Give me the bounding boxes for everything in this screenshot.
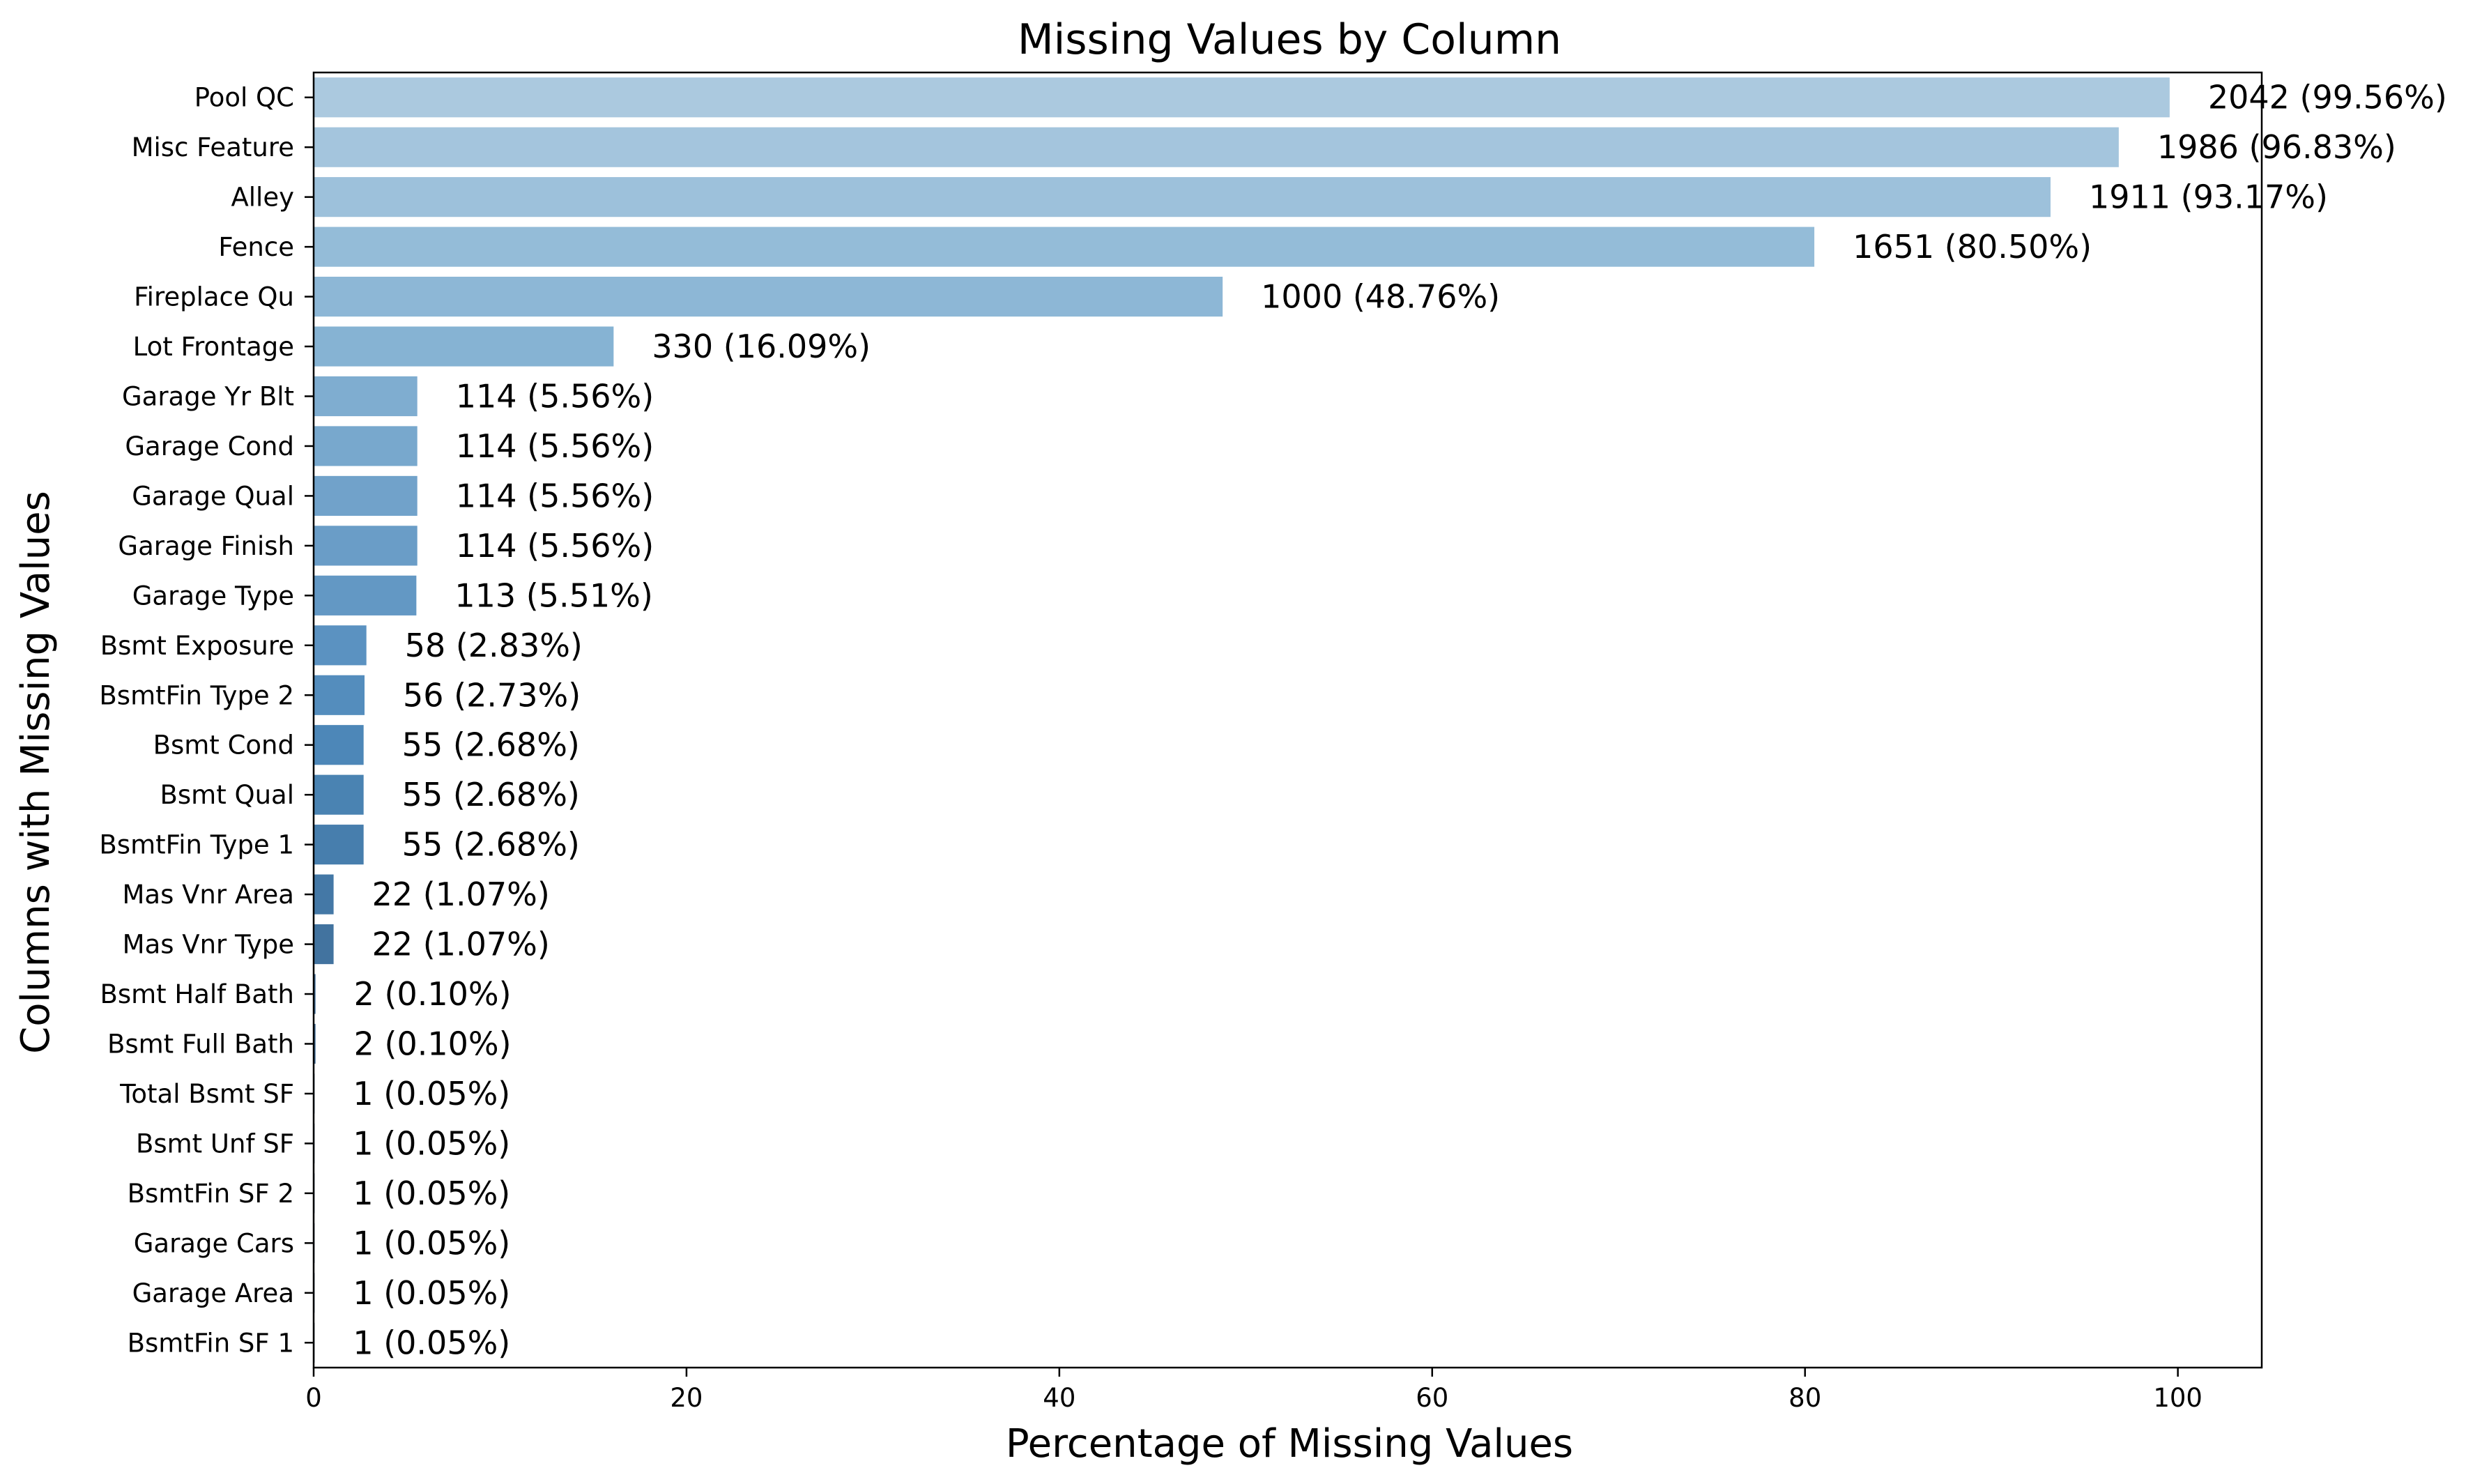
bar-12 <box>314 675 365 715</box>
y-tick-label-14: Bsmt Qual <box>160 780 295 810</box>
data-label-14: 55 (2.68%) <box>402 776 580 813</box>
data-label-24: 1 (0.05%) <box>353 1274 510 1312</box>
data-label-10: 113 (5.51%) <box>454 576 652 614</box>
y-tick-label-8: Garage Qual <box>132 481 294 511</box>
data-label-0: 2042 (99.56%) <box>2208 79 2447 116</box>
y-tick-label-1: Misc Feature <box>132 132 294 162</box>
bar-9 <box>314 526 418 566</box>
bar-19 <box>314 1023 316 1064</box>
x-tick-label-4: 80 <box>1788 1383 1821 1413</box>
bar-2 <box>314 177 2051 217</box>
data-label-25: 1 (0.05%) <box>353 1324 510 1361</box>
y-tick-label-4: Fireplace Qu <box>134 282 294 312</box>
bar-15 <box>314 825 364 865</box>
y-tick-label-22: BsmtFin SF 2 <box>128 1179 294 1209</box>
y-tick-label-12: BsmtFin Type 2 <box>99 680 294 710</box>
bar-17 <box>314 924 334 965</box>
chart-title: Missing Values by Column <box>1018 15 1561 64</box>
data-label-5: 330 (16.09%) <box>652 328 871 365</box>
data-label-3: 1651 (80.50%) <box>1853 228 2092 266</box>
data-label-18: 2 (0.10%) <box>354 975 512 1013</box>
bar-11 <box>314 625 367 666</box>
y-tick-label-6: Garage Yr Blt <box>122 382 294 412</box>
bar-4 <box>314 276 1223 317</box>
data-label-19: 2 (0.10%) <box>354 1025 512 1063</box>
x-tick-label-5: 100 <box>2153 1383 2203 1413</box>
y-tick-label-2: Alley <box>231 183 294 213</box>
y-tick-label-20: Total Bsmt SF <box>119 1079 294 1109</box>
data-label-4: 1000 (48.76%) <box>1261 278 1500 316</box>
data-label-23: 1 (0.05%) <box>353 1224 510 1262</box>
y-tick-label-15: BsmtFin Type 1 <box>99 830 294 860</box>
x-axis-label: Percentage of Missing Values <box>1006 1421 1573 1467</box>
y-tick-label-9: Garage Finish <box>118 531 294 561</box>
x-tick-label-0: 0 <box>305 1383 322 1413</box>
data-label-17: 22 (1.07%) <box>372 926 550 963</box>
y-tick-label-25: BsmtFin SF 1 <box>128 1328 294 1358</box>
data-label-22: 1 (0.05%) <box>353 1175 510 1212</box>
bar-5 <box>314 326 614 367</box>
bar-7 <box>314 426 418 466</box>
y-tick-label-5: Lot Frontage <box>133 332 294 362</box>
y-tick-label-7: Garage Cond <box>125 431 294 461</box>
y-tick-label-17: Mas Vnr Type <box>123 930 294 960</box>
y-tick-label-18: Bsmt Half Bath <box>100 979 294 1009</box>
y-tick-label-16: Mas Vnr Area <box>122 880 294 910</box>
x-tick-label-3: 60 <box>1416 1383 1448 1413</box>
data-label-15: 55 (2.68%) <box>402 826 580 864</box>
data-label-11: 58 (2.83%) <box>405 627 583 664</box>
data-label-1: 1986 (96.83%) <box>2157 128 2396 166</box>
data-label-12: 56 (2.73%) <box>403 676 581 714</box>
y-axis: Pool QC Misc Feature Alley Fence Fireplace Q… <box>99 83 314 1358</box>
data-label-7: 114 (5.56%) <box>456 427 654 465</box>
bar-16 <box>314 874 334 915</box>
bar-3 <box>314 227 1815 267</box>
y-tick-label-11: Bsmt Exposure <box>100 631 294 661</box>
x-tick-label-1: 20 <box>670 1383 703 1413</box>
bar-0 <box>314 77 2170 118</box>
y-tick-label-3: Fence <box>218 232 294 262</box>
data-label-21: 1 (0.05%) <box>353 1124 510 1162</box>
bar-13 <box>314 725 364 765</box>
x-tick-label-2: 40 <box>1043 1383 1075 1413</box>
bars-layer <box>314 77 2170 1363</box>
plot-frame <box>312 71 2263 1369</box>
y-axis-label: Columns with Missing Values <box>13 491 59 1054</box>
x-axis: 0 20 40 60 80 100 <box>305 1368 2203 1413</box>
data-label-2: 1911 (93.17%) <box>2089 178 2328 216</box>
data-label-16: 22 (1.07%) <box>372 875 550 913</box>
y-tick-label-0: Pool QC <box>194 83 294 113</box>
data-label-20: 1 (0.05%) <box>353 1075 510 1112</box>
bar-1 <box>314 127 2119 167</box>
bar-8 <box>314 475 418 517</box>
data-label-6: 114 (5.56%) <box>456 378 654 415</box>
data-label-9: 114 (5.56%) <box>456 527 654 565</box>
bar-18 <box>314 974 316 1014</box>
y-tick-label-21: Bsmt Unf SF <box>136 1129 294 1158</box>
y-tick-label-24: Garage Area <box>132 1278 294 1308</box>
bar-14 <box>314 774 364 815</box>
bar-10 <box>314 575 417 615</box>
data-labels-layer: 2042 (99.56%) 1986 (96.83%) 1911 (93.17%) 1… <box>353 79 2447 1362</box>
bar-6 <box>314 376 418 417</box>
y-tick-label-10: Garage Type <box>132 581 294 611</box>
y-tick-label-23: Garage Cars <box>134 1228 294 1258</box>
y-tick-label-13: Bsmt Cond <box>153 730 294 760</box>
data-label-8: 114 (5.56%) <box>456 477 654 514</box>
data-label-13: 55 (2.68%) <box>402 726 580 764</box>
y-tick-label-19: Bsmt Full Bath <box>107 1030 294 1060</box>
